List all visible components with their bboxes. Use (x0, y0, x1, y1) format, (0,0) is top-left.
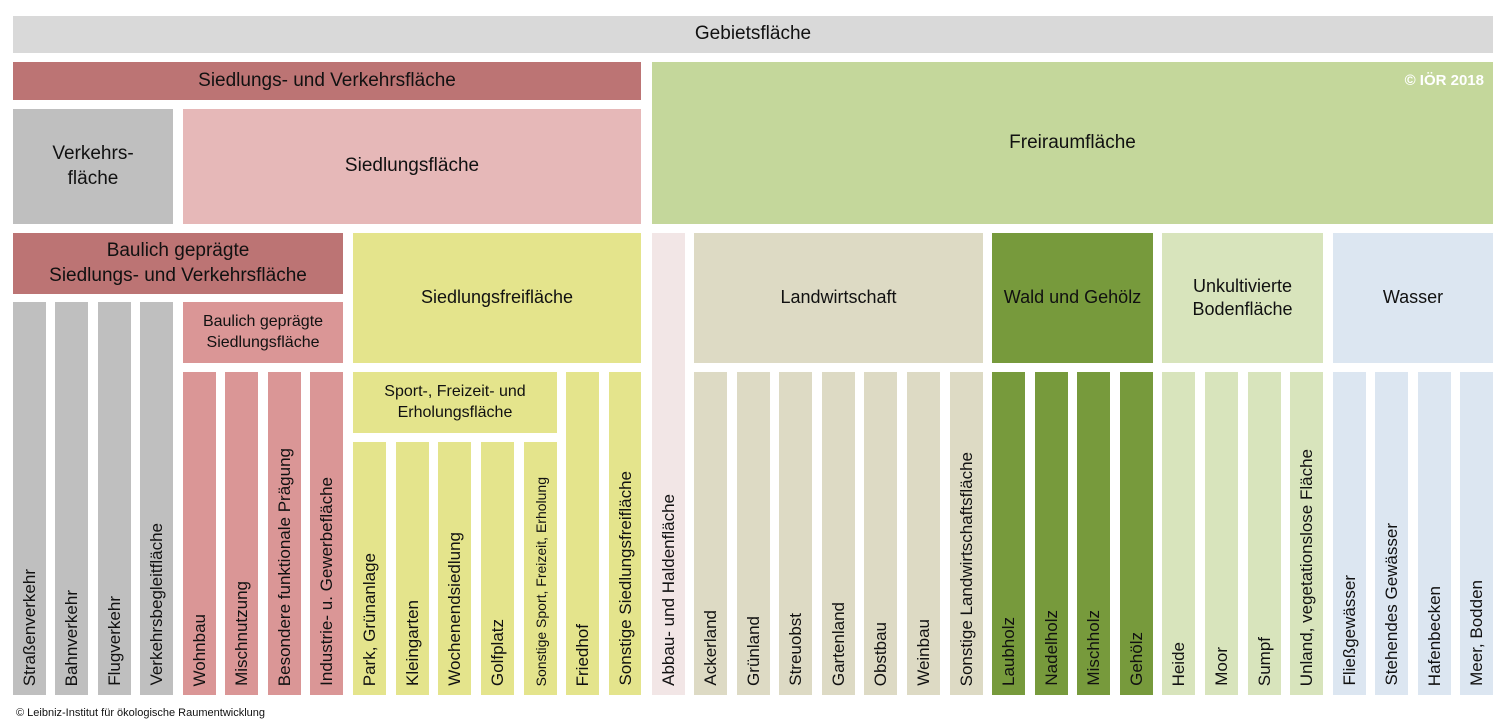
wasser-box: Wasser (1333, 233, 1493, 363)
leaf-industrie-gewerbeflaeche: Industrie- u. Gewerbefläche (310, 372, 343, 695)
leaf-gruenland: Grünland (737, 372, 770, 695)
leaf-sonstige-landwirtschaftsflaeche: Sonstige Landwirtschaftsfläche (950, 372, 983, 695)
leaf-mischholz: Mischholz (1077, 372, 1110, 695)
leaf-fliessgewaesser: Fließgewässer (1333, 372, 1366, 695)
leaf-obstbau: Obstbau (864, 372, 897, 695)
leaf-kleingarten: Kleingarten (396, 442, 429, 695)
baulich-gepraegte-siedlungsflaeche-box: Baulich geprägte Siedlungsfläche (183, 302, 343, 363)
wald-und-gehoelz-box: Wald und Gehölz (992, 233, 1153, 363)
leaf-stehendes-gewaesser: Stehendes Gewässer (1375, 372, 1408, 695)
siedlungs-und-verkehrsflaeche-box: Siedlungs- und Verkehrsfläche (13, 62, 641, 100)
leaf-mischnutzung: Mischnutzung (225, 372, 258, 695)
leaf-meer-bodden: Meer, Bodden (1460, 372, 1493, 695)
leaf-verkehrsbegleitflaeche: Verkehrsbegleitfläche (140, 302, 173, 695)
leaf-sonstige-sport-freizeit-erholung: Sonstige Sport, Freizeit, Erholung (524, 442, 557, 695)
leaf-sonstige-siedlungsfreiflaeche: Sonstige Siedlungsfreifläche (609, 372, 641, 695)
leaf-bahnverkehr: Bahnverkehr (55, 302, 88, 695)
copyright-badge: © IÖR 2018 (1404, 72, 1484, 89)
leaf-nadelholz: Nadelholz (1035, 372, 1068, 695)
leaf-strassenverkehr: Straßenverkehr (13, 302, 46, 695)
leaf-friedhof: Friedhof (566, 372, 599, 695)
footer-copyright: © Leibniz-Institut für ökologische Raume… (16, 707, 266, 719)
freiraumflaeche-box: Freiraumfläche (652, 62, 1493, 224)
leaf-unland-vegetationslose-flaeche: Unland, vegetationslose Fläche (1290, 372, 1323, 695)
sport-freizeit-erholungsflaeche-box: Sport-, Freizeit- und Erholungsfläche (353, 372, 557, 433)
leaf-laubholz: Laubholz (992, 372, 1025, 695)
leaf-wohnbau: Wohnbau (183, 372, 216, 695)
landwirtschaft-box: Landwirtschaft (694, 233, 983, 363)
leaf-weinbau: Weinbau (907, 372, 940, 695)
leaf-heide: Heide (1162, 372, 1195, 695)
leaf-sumpf: Sumpf (1248, 372, 1281, 695)
leaf-besondere-funktionale-praegung: Besondere funktionale Prägung (268, 372, 301, 695)
freiraumflaeche-label: Freiraumfläche (1009, 131, 1136, 153)
verkehrsflaeche-box: Verkehrs- fläche (13, 109, 173, 224)
leaf-wochenendsiedlung: Wochenendsiedlung (438, 442, 471, 695)
leaf-abbau-und-haldenflaeche: Abbau- und Haldenfläche (652, 233, 685, 695)
leaf-gartenland: Gartenland (822, 372, 855, 695)
leaf-hafenbecken: Hafenbecken (1418, 372, 1451, 695)
leaf-golfplatz: Golfplatz (481, 442, 514, 695)
leaf-ackerland: Ackerland (694, 372, 727, 695)
baulich-gepraegte-siedlungs-verkehrsflaeche-box: Baulich geprägte Siedlungs- und Verkehrs… (13, 233, 343, 294)
leaf-moor: Moor (1205, 372, 1238, 695)
leaf-streuobst: Streuobst (779, 372, 812, 695)
siedlungsfreiflaeche-box: Siedlungsfreifläche (353, 233, 641, 363)
leaf-park-gruenanlage: Park, Grünanlage (353, 442, 386, 695)
siedlungsflaeche-box: Siedlungsfläche (183, 109, 641, 224)
leaf-flugverkehr: Flugverkehr (98, 302, 131, 695)
leaf-gehoelz: Gehölz (1120, 372, 1153, 695)
unkultivierte-bodenflaeche-box: Unkultivierte Bodenfläche (1162, 233, 1323, 363)
gebietsflaeche-box: Gebietsfläche (13, 16, 1493, 53)
